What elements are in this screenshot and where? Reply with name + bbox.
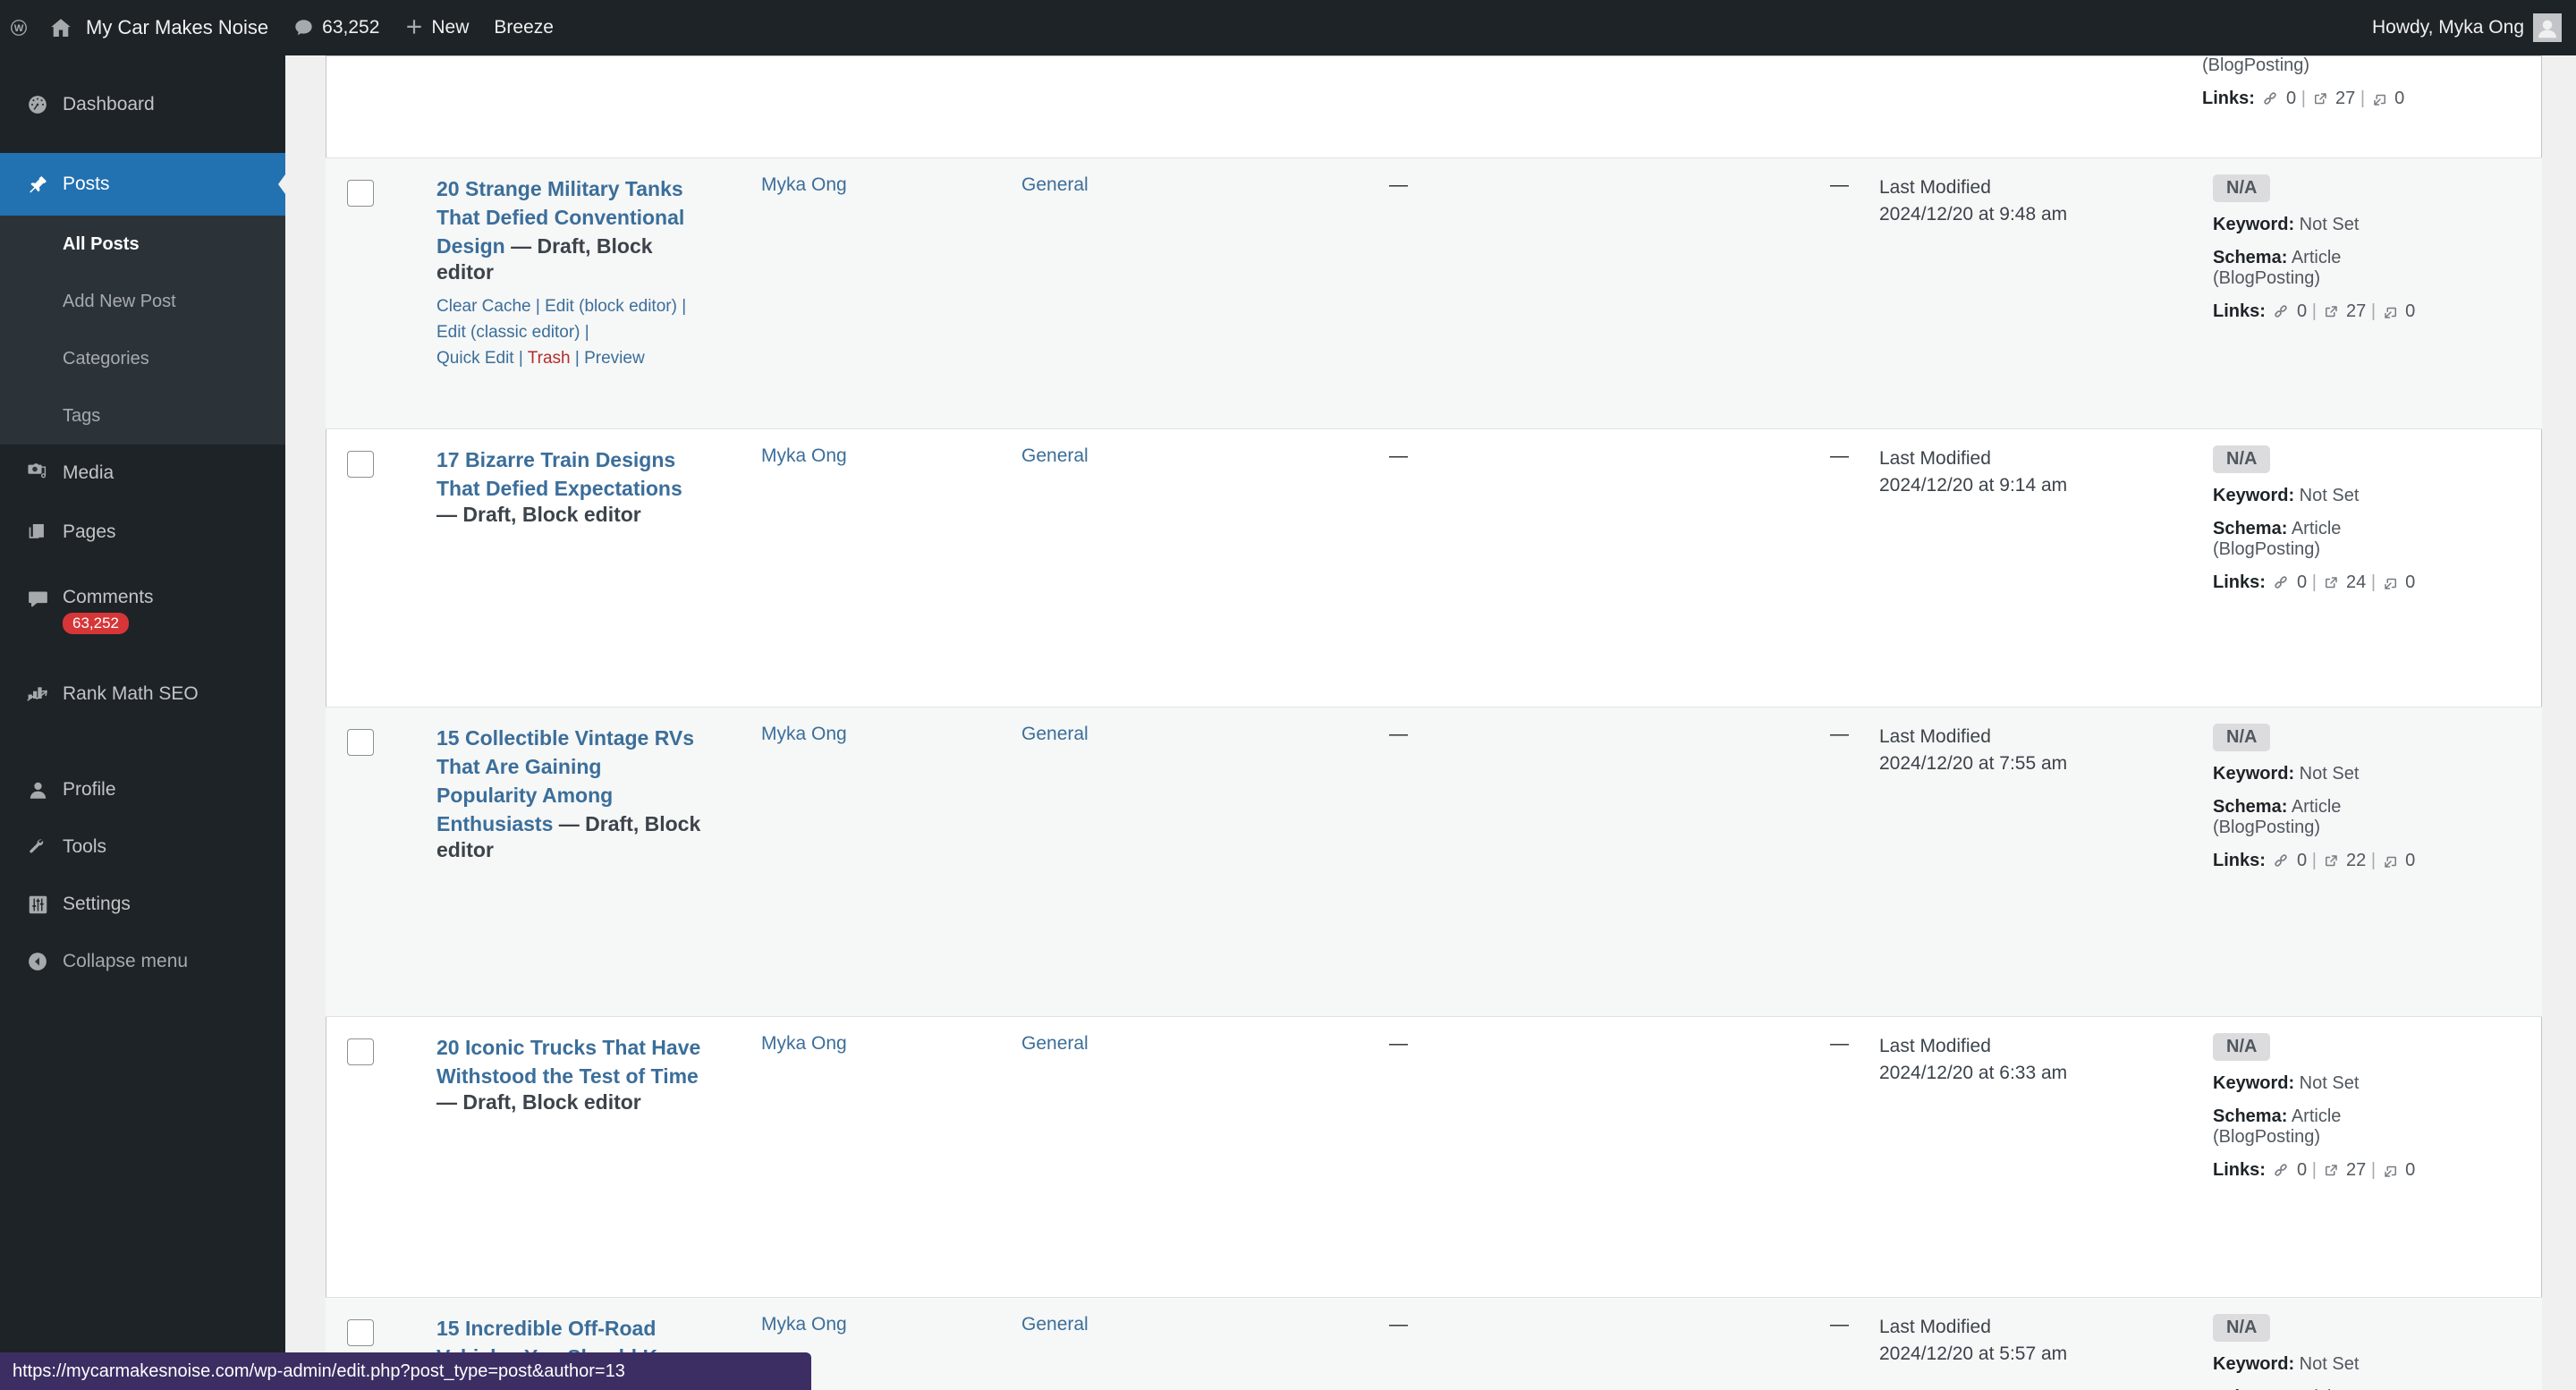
svg-text:W: W (14, 23, 24, 34)
